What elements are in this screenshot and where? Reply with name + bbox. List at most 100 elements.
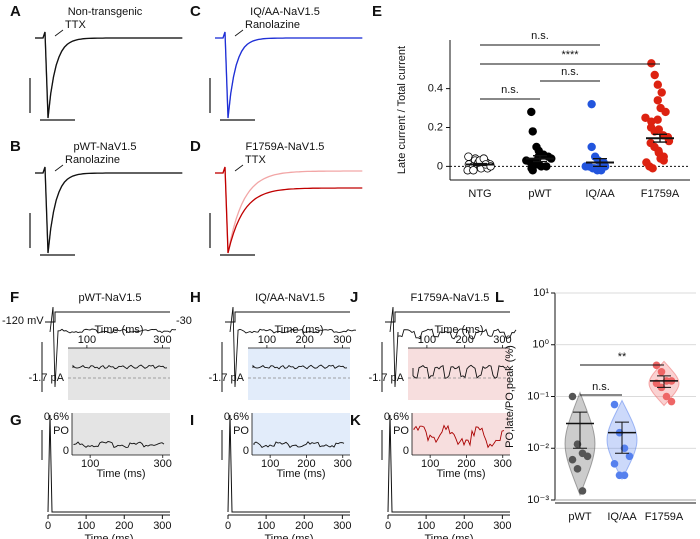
inset-label: 0 [243,445,249,457]
inset-tick-label: 200 [455,334,473,346]
panel-letter: F [10,289,19,306]
trace-label: -1.7 pA [369,372,405,384]
significance-label: n.s. [592,381,610,393]
data-point [610,400,619,409]
panel-title: pWT-NaV1.5 [79,292,142,304]
panel-letter: L [495,289,504,306]
significance-label: ** [618,351,627,363]
panel-letter: K [350,412,361,429]
trace-annotation: Ranolazine [245,19,300,31]
x-tick-label: 100 [77,520,95,532]
current-trace [215,31,363,119]
inset-trace [73,441,165,449]
x-tick-label: IQ/AA [585,188,615,200]
significance-label: n.s. [501,84,519,96]
panel-letter: I [190,412,194,429]
data-point [573,440,582,448]
panel-letter: A [10,3,21,20]
inset-trace [252,364,348,370]
data-point [568,455,577,464]
data-point [641,113,650,122]
inset-shade [412,413,510,455]
data-point [647,59,656,68]
inset-tick-label: 200 [297,458,315,470]
x-tick-label: 300 [333,520,351,532]
y-tick-label: 10¹ [533,287,549,299]
inset-label: PO [53,425,69,437]
data-point [620,471,629,480]
inset-shade [248,348,350,400]
x-tick-label: pWT [528,188,552,200]
trace-label: -30 [176,315,192,327]
current-trace [215,166,363,254]
single-channel-trace [229,306,357,388]
x-tick-label: F1759A [641,188,680,200]
annotation-arrow [54,29,64,37]
current-trace [35,166,183,254]
trace-label: -1.7 pA [209,372,245,384]
data-point [650,70,659,80]
inset-tick-label: 300 [334,458,352,470]
error-bar [573,411,587,449]
inset-tick-label: 300 [154,458,172,470]
inset-label: PO [233,425,249,437]
trace-annotation: Ranolazine [65,154,120,166]
panel-letter: J [350,289,358,306]
y-tick-label: 0.2 [428,121,443,133]
data-point [527,107,536,117]
inset-x-label: Time (ms) [274,324,323,336]
inset-tick-label: 100 [421,458,439,470]
x-axis-label: Time (ms) [84,533,133,539]
inset-tick-label: 300 [153,334,171,346]
data-point [654,125,664,134]
data-point [578,487,587,495]
data-point [648,164,657,173]
inset-shade [72,413,170,455]
data-point [661,107,670,117]
inset-trace [412,364,508,380]
data-point [667,397,676,406]
ensemble-trace [227,414,350,513]
data-point [469,166,478,175]
data-point [587,99,596,109]
error-bar [533,155,547,163]
data-point [625,452,634,461]
significance-label: **** [561,49,579,61]
x-tick-label: NTG [468,188,491,200]
inset-tick-label: 100 [261,458,279,470]
data-point [528,127,537,136]
x-tick-label: pWT [568,511,592,523]
data-point [610,460,619,468]
data-point [596,166,606,175]
inset-label: 0 [403,445,409,457]
inset-tick-label: 100 [258,334,276,346]
inset-x-label: Time (ms) [434,324,483,336]
trace-label: -120 mV [2,315,44,327]
significance-label: n.s. [531,30,549,42]
inset-x-label: Time (ms) [94,324,143,336]
inset-tick-label: 100 [78,334,96,346]
y-tick-label: 0.4 [428,83,443,95]
inset-tick-label: 200 [457,458,475,470]
y-tick-label: 10⁻² [527,442,549,454]
x-tick-label: 200 [295,520,313,532]
data-point [662,392,671,401]
inset-trace [253,441,345,449]
error-bar [657,375,671,388]
data-point [620,444,629,453]
y-axis-label: PO,late/PO,peak (%) [504,345,516,448]
voltage-protocol [385,311,510,323]
inset-label: 0.6% [224,411,249,423]
inset-x-label: Time (ms) [436,468,485,480]
x-tick-label: 200 [115,520,133,532]
single-channel-trace [389,306,517,388]
data-point [653,96,662,105]
x-tick-label: 200 [455,520,473,532]
error-bar [615,421,629,454]
x-axis-label: Time (ms) [264,533,313,539]
panel-title: F1759A-NaV1.5 [246,141,325,153]
inset-label: PO [393,425,409,437]
current-trace [215,166,363,254]
data-point [657,88,666,97]
